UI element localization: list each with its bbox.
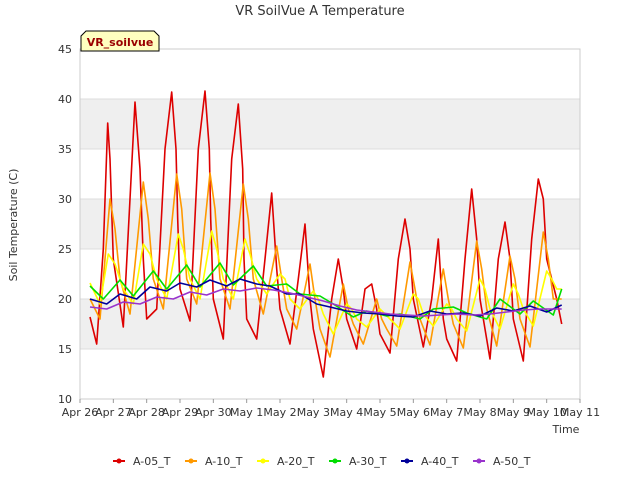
legend: A-05_T A-10_T A-20_T A-30_T A-40_T A-50_T bbox=[113, 455, 531, 468]
x-tick-label: May 3 bbox=[297, 406, 330, 419]
station-label: VR_soilvue bbox=[87, 36, 154, 49]
series-line-A-05_T bbox=[89, 90, 563, 378]
legend-marker bbox=[332, 458, 338, 464]
grid-band bbox=[80, 99, 580, 149]
chart-title: VR SoilVue A Temperature bbox=[235, 4, 404, 19]
x-tick-label: May 1 bbox=[230, 406, 263, 419]
y-tick-label: 40 bbox=[58, 93, 72, 106]
plot-border bbox=[79, 48, 581, 400]
series-lines bbox=[89, 90, 563, 378]
series-line-A-20_T bbox=[89, 230, 562, 335]
legend-label: A-10_T bbox=[205, 455, 243, 468]
x-tick-label: May 2 bbox=[263, 406, 296, 419]
legend-marker bbox=[476, 458, 482, 464]
series-line-A-30_T bbox=[89, 262, 563, 320]
legend-label: A-40_T bbox=[421, 455, 459, 468]
y-tick-label: 25 bbox=[58, 243, 72, 256]
series-line-A-50_T bbox=[89, 287, 562, 317]
y-tick-label: 10 bbox=[58, 393, 72, 406]
legend-label: A-30_T bbox=[349, 455, 387, 468]
legend-label: A-05_T bbox=[133, 455, 171, 468]
x-tick-label: Apr 29 bbox=[162, 406, 199, 419]
legend-marker bbox=[188, 458, 194, 464]
y-tick-label: 30 bbox=[58, 193, 72, 206]
station-label-box: VR_soilvue bbox=[80, 30, 160, 52]
x-tick-label: May 7 bbox=[430, 406, 463, 419]
x-tick-label: Apr 30 bbox=[195, 406, 232, 419]
x-tick-label: May 10 bbox=[527, 406, 567, 419]
grid-band bbox=[80, 149, 580, 199]
y-tick-label: 20 bbox=[58, 293, 72, 306]
grid-band bbox=[80, 49, 580, 99]
series-line-A-40_T bbox=[89, 278, 563, 318]
x-tick-label: May 5 bbox=[363, 406, 396, 419]
x-tick-label: Apr 28 bbox=[128, 406, 165, 419]
y-axis-ticks: 10 15 20 25 30 35 40 45 bbox=[58, 43, 72, 406]
x-tick-label: May 6 bbox=[397, 406, 430, 419]
plot-area bbox=[79, 48, 581, 400]
legend-marker bbox=[260, 458, 266, 464]
x-tick-label: May 11 bbox=[560, 406, 600, 419]
legend-label: A-50_T bbox=[493, 455, 531, 468]
legend-label: A-20_T bbox=[277, 455, 315, 468]
x-tick-label: May 8 bbox=[463, 406, 496, 419]
y-tick-label: 15 bbox=[58, 343, 72, 356]
legend-marker bbox=[116, 458, 122, 464]
x-tick-label: May 9 bbox=[497, 406, 530, 419]
x-tick-label: Apr 27 bbox=[95, 406, 132, 419]
x-tick-label: May 4 bbox=[330, 406, 363, 419]
grid-band bbox=[80, 199, 580, 249]
y-tick-label: 45 bbox=[58, 43, 72, 56]
x-tick-label: Apr 26 bbox=[62, 406, 99, 419]
y-tick-label: 35 bbox=[58, 143, 72, 156]
y-axis-label: Soil Temperature (C) bbox=[7, 169, 20, 282]
legend-marker bbox=[404, 458, 410, 464]
x-axis-label: Time bbox=[552, 423, 580, 436]
